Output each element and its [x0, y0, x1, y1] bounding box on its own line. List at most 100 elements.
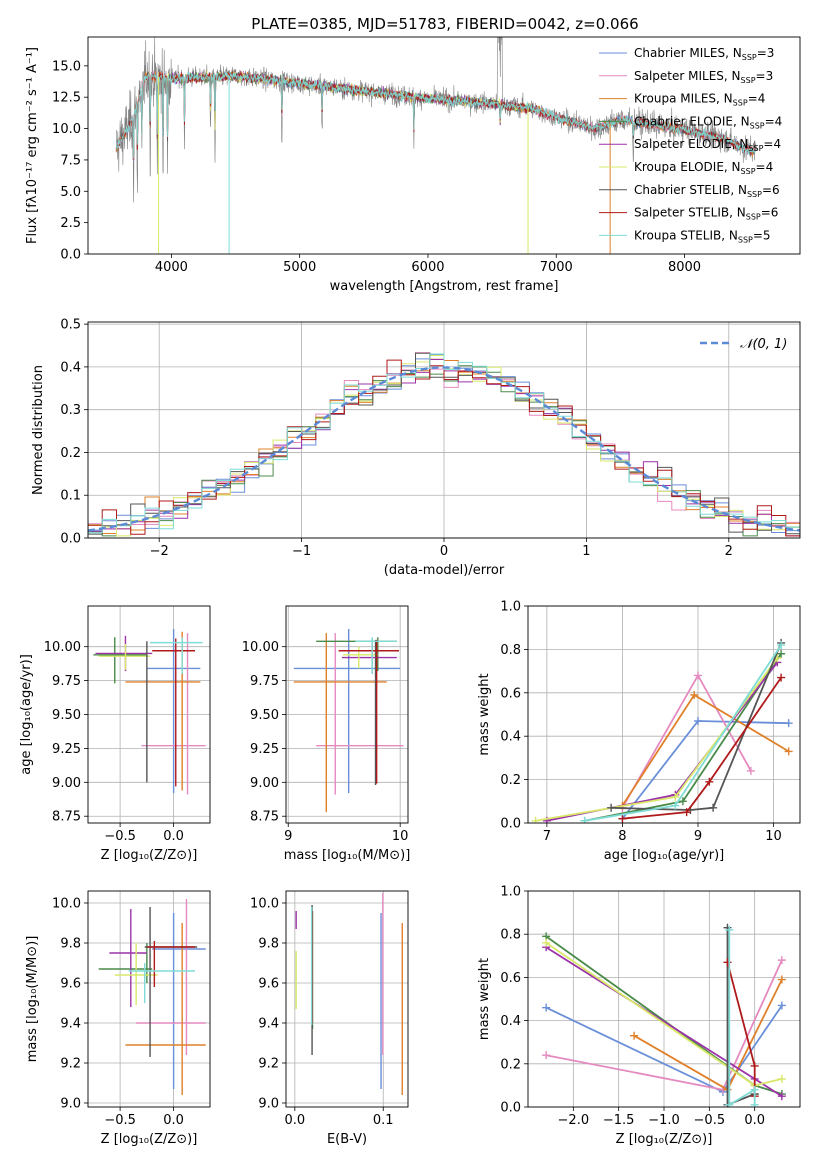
y-tick-label: 9.75 [52, 674, 81, 689]
age-vs-mass-panel: 9 10 8.75 9.00 9.25 9.50 9.75 10.00 mass [log₁₀(… [242, 605, 411, 863]
y-tick-label: 0.5 [60, 318, 81, 333]
y-tick-label: 10.0 [250, 897, 279, 912]
legend-label-chab_stelib: Chabrier STELIB, NSSP=6 [634, 183, 780, 199]
x-axis-label: Z [log₁₀(Z/Z⊙)] [101, 848, 198, 863]
weight-marker-kroupa_elodie [542, 938, 551, 947]
y-tick-label: 9.6 [60, 977, 81, 992]
weight-marker-kroupa_stelib [750, 1085, 759, 1094]
legend-tail: =6 [761, 206, 779, 220]
y-axis-label: mass weight [477, 673, 492, 755]
weight-marker-chab_elodie [678, 797, 687, 806]
legend-subscript: SSP [742, 53, 757, 62]
x-tick-label: −2 [150, 544, 169, 559]
y-tick-label: 7.5 [60, 153, 81, 168]
legend-subscript: SSP [750, 121, 765, 130]
x-tick-label: 7 [543, 829, 551, 844]
legend-text: Kroupa MILES, N [634, 92, 733, 106]
weight-marker-salp_miles [542, 1051, 551, 1060]
y-tick-label: 9.2 [258, 1057, 279, 1072]
weight-marker-chab_miles [777, 1001, 786, 1010]
spectrum-panel: 4000 5000 6000 7000 8000 0.0 2.5 5.0 7.5 10.0 12.5… [25, 36, 801, 294]
axes-frame [285, 605, 409, 824]
legend-label-kroupa_elodie: Kroupa ELODIE, NSSP=4 [634, 160, 773, 176]
legend-tail: =6 [762, 183, 780, 197]
legend-subscript: SSP [741, 167, 756, 176]
y-tick-label: 5.0 [60, 185, 81, 200]
y-tick-label: 2.5 [60, 216, 81, 231]
y-axis-label: Flux [fλ10⁻¹⁷ erg cm⁻² s⁻¹ A⁻¹] [25, 47, 40, 244]
error-bars [295, 893, 403, 1095]
x-tick-label: 8000 [668, 260, 701, 275]
x-tick-label: 0.0 [163, 829, 184, 844]
weight-marker-kroupa_stelib [750, 1100, 759, 1107]
mass-vs-metallicity-panel: −0.5 0.0 9.0 9.2 9.4 9.6 9.8 10.0 Z [log₁₀(Z/Z⊙)… [25, 890, 211, 1147]
error-bars [293, 629, 404, 813]
y-tick-label: 0.2 [500, 773, 521, 788]
model-spectrum-kroupa_stelib [115, 70, 756, 159]
x-tick-label: 9 [694, 829, 702, 844]
y-tick-label: 0.2 [500, 1057, 521, 1072]
y-tick-label: 9.25 [250, 742, 279, 757]
legend-text: Salpeter STELIB, N [634, 206, 746, 220]
y-tick-label: 9.2 [60, 1057, 81, 1072]
y-tick-label: 15.0 [52, 59, 81, 74]
y-tick-label: 10.0 [52, 122, 81, 137]
x-tick-label: −2.0 [558, 1113, 590, 1128]
x-axis-label: (data-model)/error [384, 563, 505, 578]
axes-frame [285, 890, 409, 1108]
x-tick-label: 0.0 [284, 1113, 305, 1128]
error-bars [93, 629, 206, 795]
legend-label-kroupa_stelib: Kroupa STELIB, NSSP=5 [634, 228, 771, 244]
x-tick-label: 10 [765, 829, 782, 844]
weight-lines [531, 638, 793, 823]
y-axis-label: mass weight [477, 958, 492, 1040]
residual-histogram-panel: −2 −1 0 1 2 0.0 0.1 0.2 0.3 0.4 0.5 (data-model)/er… [31, 318, 801, 578]
mass-vs-ebv-panel: 0.0 0.1 9.0 9.2 9.4 9.6 9.8 10.0 E(B-V) [250, 890, 409, 1147]
mass-weight-vs-age-panel: 7 8 9 10 0.0 0.2 0.4 0.6 0.8 1.0 age [log₁₀(age/yr… [477, 600, 801, 863]
legend-subscript: SSP [746, 213, 761, 222]
weight-line-kroupa_stelib [728, 929, 756, 1107]
y-tick-label: 9.25 [52, 742, 81, 757]
legend-text: Chabrier STELIB, N [634, 183, 747, 197]
x-axis-label: mass [log₁₀(M/M⊙)] [284, 848, 411, 863]
weight-marker-chab_miles [784, 719, 793, 728]
legend-tail: =4 [765, 114, 783, 128]
weight-marker-chab_stelib [709, 803, 718, 812]
y-tick-label: 9.6 [258, 977, 279, 992]
axes-frame [527, 890, 801, 1108]
y-tick-label: 10.0 [52, 897, 81, 912]
histogram-steps [88, 352, 800, 537]
weight-marker-kroupa_miles [777, 975, 786, 984]
y-tick-label: 0.1 [60, 489, 81, 504]
legend-label-salp_miles: Salpeter MILES, NSSP=3 [634, 69, 773, 85]
weight-marker-kroupa_elodie [777, 1074, 786, 1083]
axes-frame [87, 321, 801, 539]
y-tick-label: 1.0 [500, 600, 521, 615]
x-tick-label: 5000 [283, 260, 316, 275]
y-tick-label: 9.00 [52, 776, 81, 791]
legend-subscript: SSP [733, 99, 748, 108]
weight-marker-kroupa_stelib [671, 801, 680, 810]
legend-tail: =4 [748, 92, 766, 106]
y-tick-label: 9.0 [258, 1097, 279, 1112]
x-axis-label: Z [log₁₀(Z/Z⊙)] [101, 1132, 198, 1147]
y-tick-label: 0.8 [500, 643, 521, 658]
y-tick-label: 0.8 [500, 928, 521, 943]
y-tick-label: 0.4 [60, 360, 81, 375]
y-tick-label: 9.4 [60, 1017, 81, 1032]
weight-marker-kroupa_stelib [580, 816, 589, 823]
y-tick-label: 0.6 [500, 971, 521, 986]
y-tick-label: 9.50 [52, 708, 81, 723]
legend-label-salp_stelib: Salpeter STELIB, NSSP=6 [634, 206, 778, 222]
x-tick-label: 0 [440, 544, 448, 559]
weight-marker-kroupa_stelib [725, 925, 734, 934]
spectrum-lines [115, 37, 757, 254]
weight-line-salp_stelib [622, 677, 782, 820]
x-tick-label: 0.0 [163, 1113, 184, 1128]
legend-tail: =4 [756, 160, 774, 174]
y-tick-label: 8.75 [250, 810, 279, 825]
legend-subscript: SSP [741, 76, 756, 85]
axes-frame [527, 605, 801, 824]
legend-text: Salpeter MILES, N [634, 69, 741, 83]
